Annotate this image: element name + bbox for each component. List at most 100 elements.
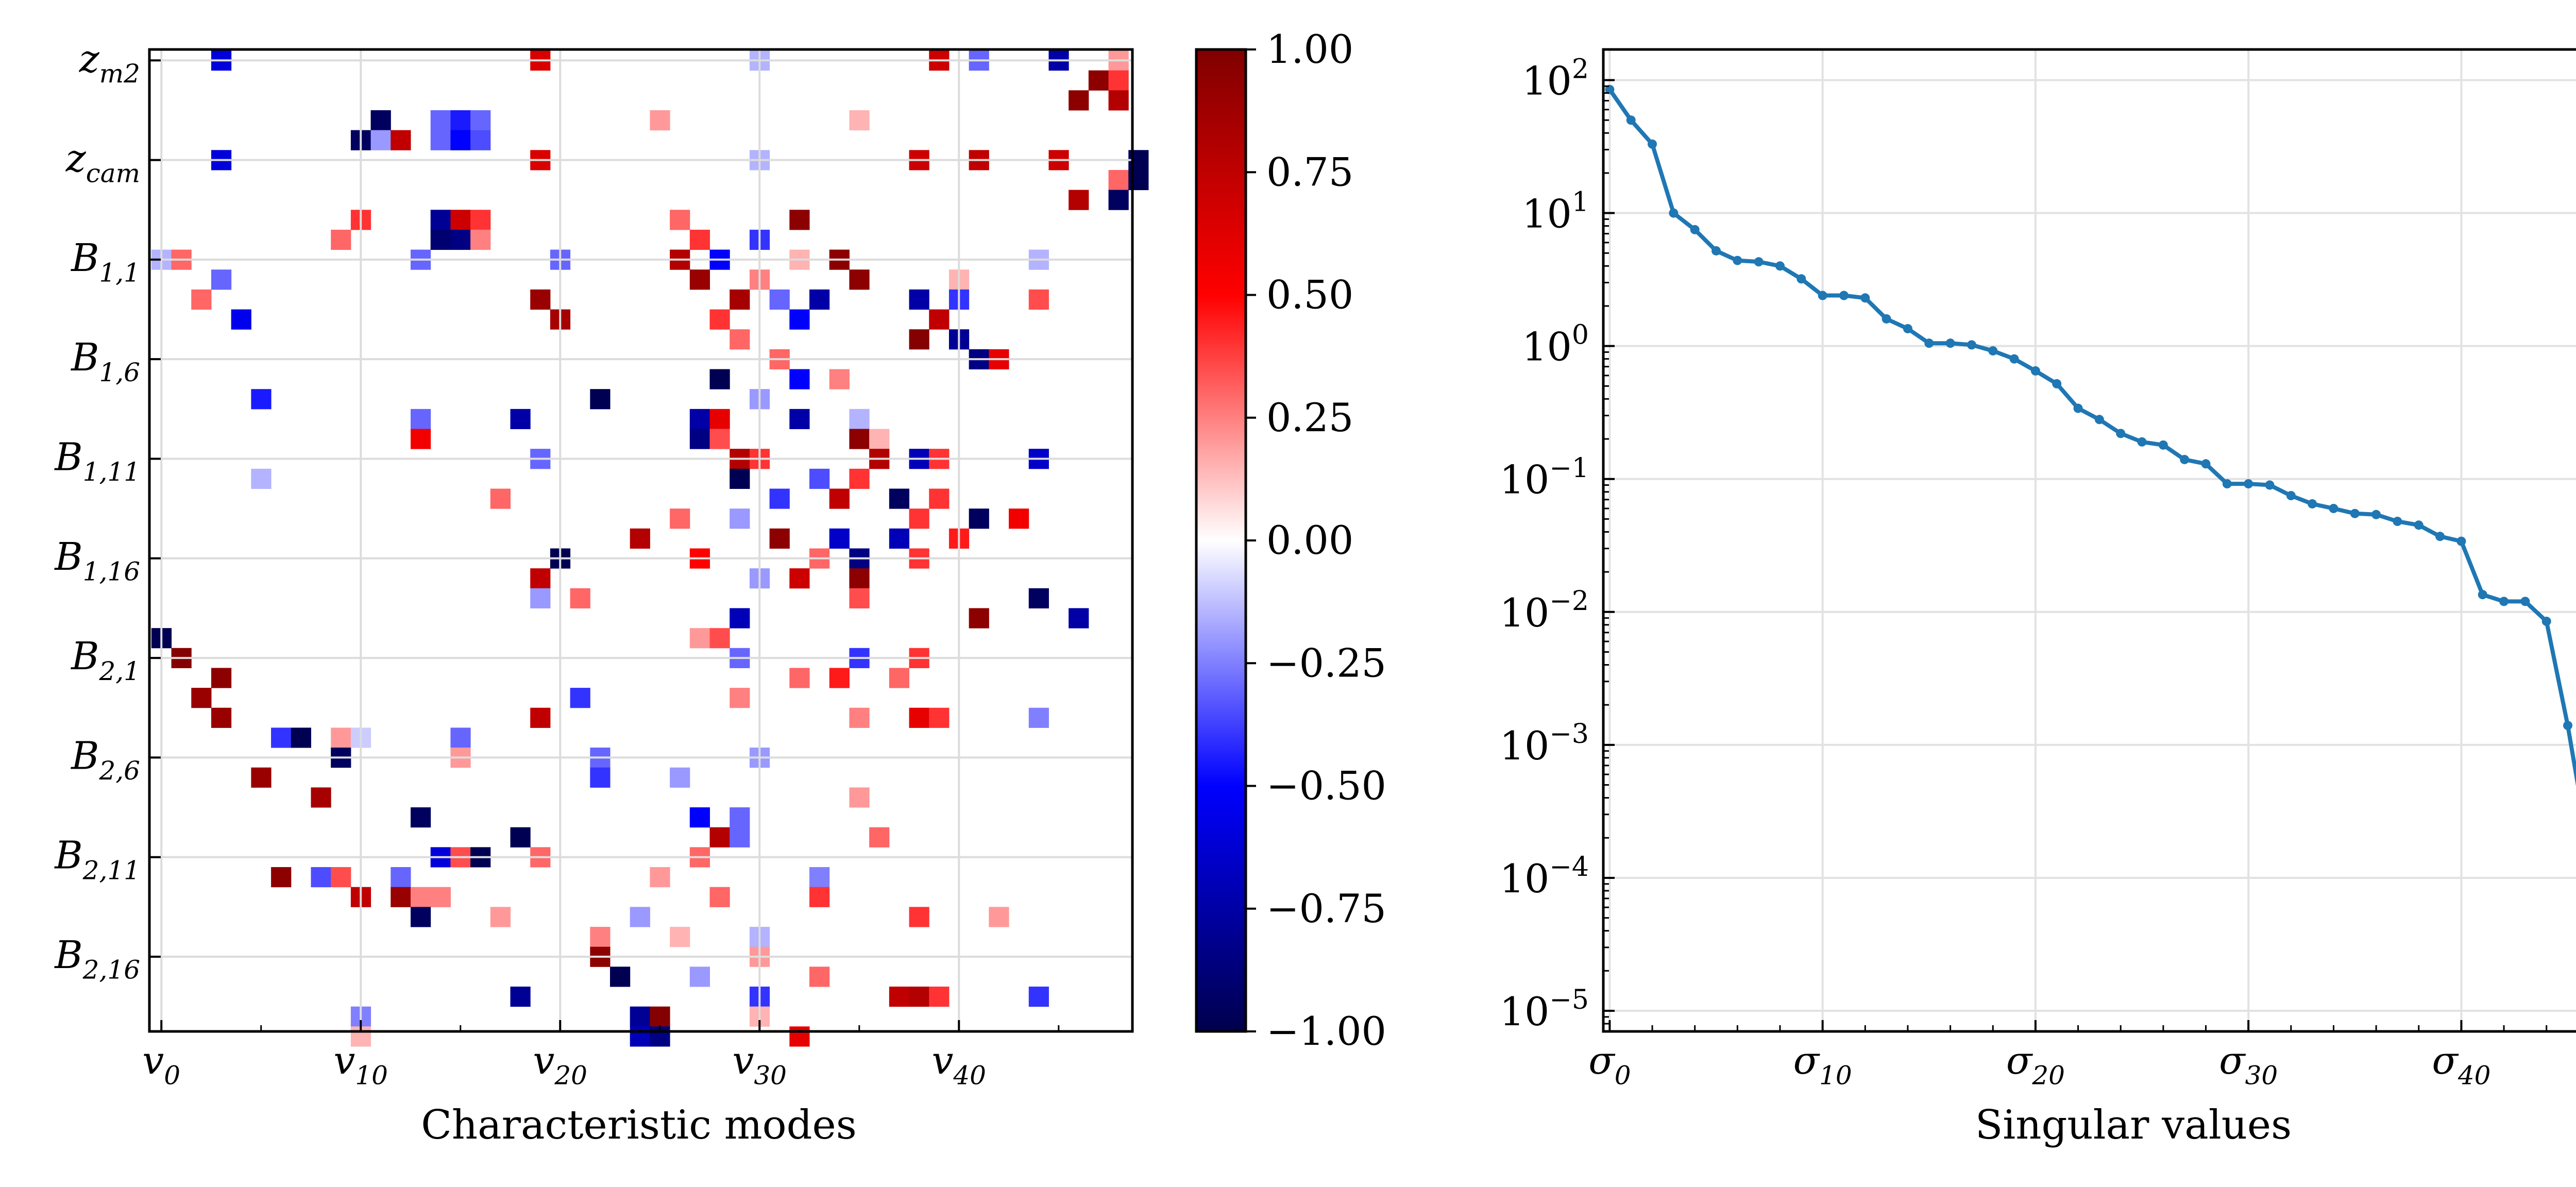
heatmap-cell (909, 707, 929, 728)
heatmap-cell (670, 767, 690, 788)
heatmap-cell (909, 907, 929, 927)
heatmap-cell (730, 508, 750, 529)
colorbar-tick-label: 0.25 (1266, 395, 1353, 440)
heatmap-cell (689, 807, 710, 828)
heatmap-cell (1028, 987, 1049, 1007)
heatmap-cell (769, 488, 790, 509)
heatmap-x-tick-label: v40 (932, 1039, 986, 1091)
heatmap-cell (809, 289, 830, 310)
heatmap-cell (530, 289, 551, 310)
heatmap-cell (530, 568, 551, 589)
heatmap-cell (410, 429, 431, 449)
colorbar-tick-label: 0.50 (1266, 272, 1353, 318)
colorbar-tick-label: 0.00 (1266, 517, 1353, 563)
heatmap-cell (510, 827, 531, 847)
singular-value-point (1690, 225, 1700, 234)
heatmap-cell (889, 668, 910, 688)
heatmap-y-tick-label: B2,16 (54, 933, 140, 985)
line-y-ticks: 102 101 100 10−1 10−2 10−3 10−4 10−5 (1500, 54, 1615, 1035)
heatmap-cell (670, 508, 690, 529)
heatmap-cell (909, 329, 929, 350)
heatmap-cell (1028, 289, 1049, 310)
heatmap-cell (709, 369, 730, 389)
heatmap-cell (709, 409, 730, 429)
singular-value-point (1860, 293, 1870, 303)
heatmap-cell (689, 269, 710, 290)
heatmap-cell (590, 767, 611, 788)
heatmap-cell (370, 110, 391, 131)
colorbar-tick-label: −1.00 (1266, 1008, 1386, 1054)
heatmap-cell (1028, 588, 1049, 608)
singular-value-point (1945, 338, 1955, 348)
heatmap-cell (789, 409, 810, 429)
singular-value-point (1818, 291, 1827, 300)
heatmap-cell (410, 887, 431, 907)
heatmap-cell (1009, 508, 1029, 529)
heatmap-x-tick-label: v30 (733, 1039, 787, 1091)
heatmap-cell (530, 707, 551, 728)
singular-value-point (2052, 379, 2062, 388)
singular-value-point (2456, 536, 2466, 546)
heatmap-cell (889, 488, 910, 509)
heatmap-cell (789, 1026, 810, 1047)
heatmap-cell (849, 110, 870, 131)
heatmap-cell (331, 229, 351, 250)
singular-value-point (2308, 499, 2317, 508)
heatmap-cell (849, 429, 870, 449)
heatmap-cell (730, 468, 750, 489)
heatmap-cell (251, 468, 272, 489)
singular-value-point (2350, 508, 2360, 518)
singular-value-point (2137, 437, 2147, 447)
line-y-tick-label: 10−1 (1500, 453, 1589, 503)
heatmap-cell (410, 807, 431, 828)
singular-value-point (2158, 440, 2168, 450)
heatmap-cell (809, 468, 830, 489)
heatmap-cell (251, 767, 272, 788)
heatmap-y-tick-label: B2,11 (54, 834, 140, 886)
heatmap-cell (709, 887, 730, 907)
heatmap-cell (789, 369, 810, 389)
heatmap-cell (689, 429, 710, 449)
colorbar-tick-label: 1.00 (1266, 26, 1353, 72)
heatmap-cell (630, 528, 650, 549)
heatmap-cell (430, 110, 451, 131)
heatmap-cell (650, 867, 670, 888)
heatmap-cell (1069, 90, 1089, 111)
heatmap-cell (490, 488, 511, 509)
heatmap-cell (530, 588, 551, 608)
singular-value-point (1988, 346, 1998, 355)
heatmap-cell (849, 707, 870, 728)
heatmap-cell (1108, 90, 1129, 111)
singular-value-point (2520, 597, 2530, 606)
colorbar-tick-label: −0.75 (1266, 886, 1386, 931)
line-y-tick-label: 10−5 (1500, 985, 1589, 1035)
singular-value-point (1711, 246, 1721, 256)
heatmap-y-tick-label: B2,6 (70, 734, 140, 786)
heatmap-y-ticks: zm2 zcam B1,1 B1,6 B1,11 B1,16 B2,1 B2,6 B2,11 B2… (54, 37, 161, 985)
heatmap-cell (730, 289, 750, 310)
heatmap-x-tick-label: v10 (334, 1039, 388, 1091)
heatmap-cell (730, 608, 750, 629)
heatmap-cell (610, 966, 631, 987)
heatmap-cell (849, 409, 870, 429)
heatmap-cell (829, 668, 850, 688)
heatmap-cell (211, 668, 232, 688)
singular-value-point (2244, 479, 2253, 489)
heatmap-cell (470, 210, 491, 230)
heatmap-cell (391, 887, 411, 907)
line-y-tick-label: 100 (1522, 320, 1589, 370)
heatmap-cell (969, 608, 989, 629)
heatmap-cell (849, 787, 870, 808)
heatmap-cell (889, 528, 910, 549)
heatmap-cell (809, 966, 830, 987)
heatmap-cell (689, 409, 710, 429)
singular-value-point (1669, 208, 1679, 218)
line-x-tick-label: σ40 (2432, 1039, 2490, 1091)
heatmap-cell (929, 488, 950, 509)
colorbar-tick-label: −0.50 (1266, 763, 1386, 809)
heatmap-cell (191, 289, 212, 310)
singular-value-point (1882, 314, 1891, 324)
heatmap-cell (450, 210, 471, 230)
